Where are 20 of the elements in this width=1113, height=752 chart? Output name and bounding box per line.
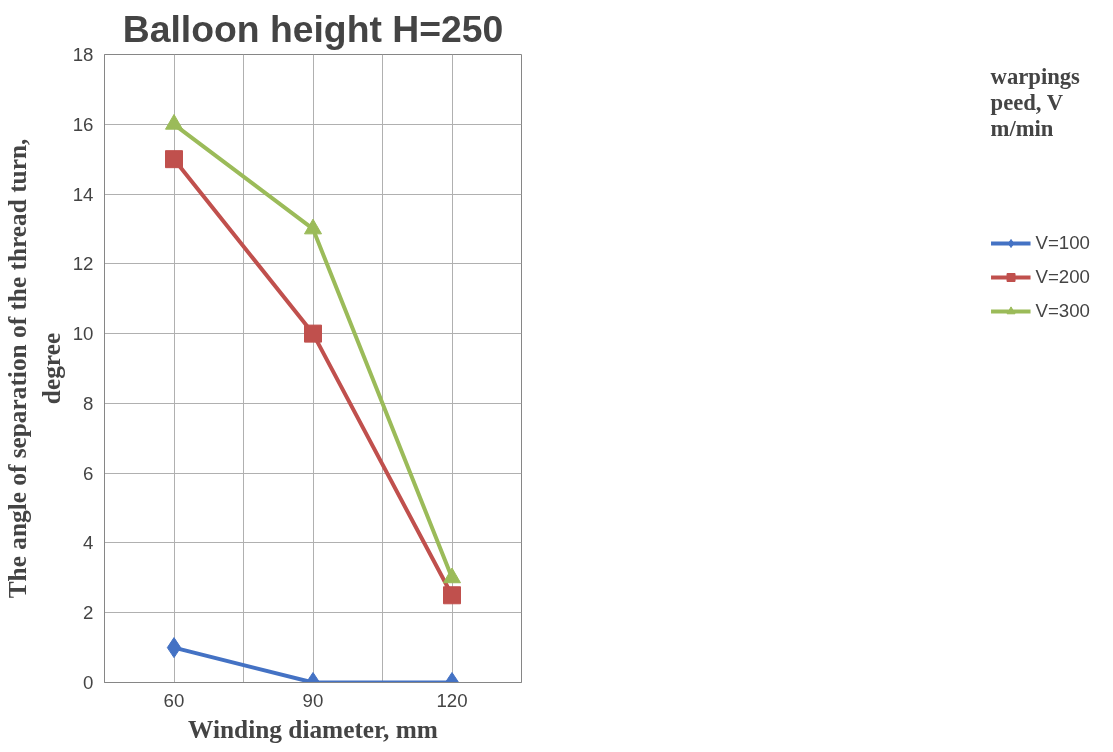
y-tick-label: 12	[72, 253, 94, 275]
x-tick-label: 90	[302, 689, 324, 711]
x-axis-title: Winding diameter, mm	[188, 714, 438, 743]
y-tick-label: 16	[72, 113, 94, 135]
y-tick-label: 10	[72, 323, 94, 345]
y-tick-label: 18	[72, 44, 94, 65]
legend-label: V=200	[1035, 266, 1090, 288]
y-tick-label: 6	[83, 462, 94, 484]
legend-title: warpings peed, V m/min	[990, 64, 1081, 142]
x-tick-label: 120	[436, 689, 468, 711]
x-tick-label: 60	[163, 689, 185, 711]
legend-label: V=300	[1035, 300, 1090, 322]
y-tick-label: 4	[83, 532, 94, 554]
y-tick-label: 0	[83, 672, 94, 693]
y-tick-label: 14	[72, 183, 94, 205]
y-tick-label: 2	[83, 602, 94, 624]
y-axis-title: The angle of separation of the thread turn, degree	[3, 138, 65, 599]
chart-title: Balloon height H=250	[122, 7, 504, 50]
y-tick-label: 8	[83, 392, 94, 414]
legend-label: V=100	[1035, 232, 1090, 254]
